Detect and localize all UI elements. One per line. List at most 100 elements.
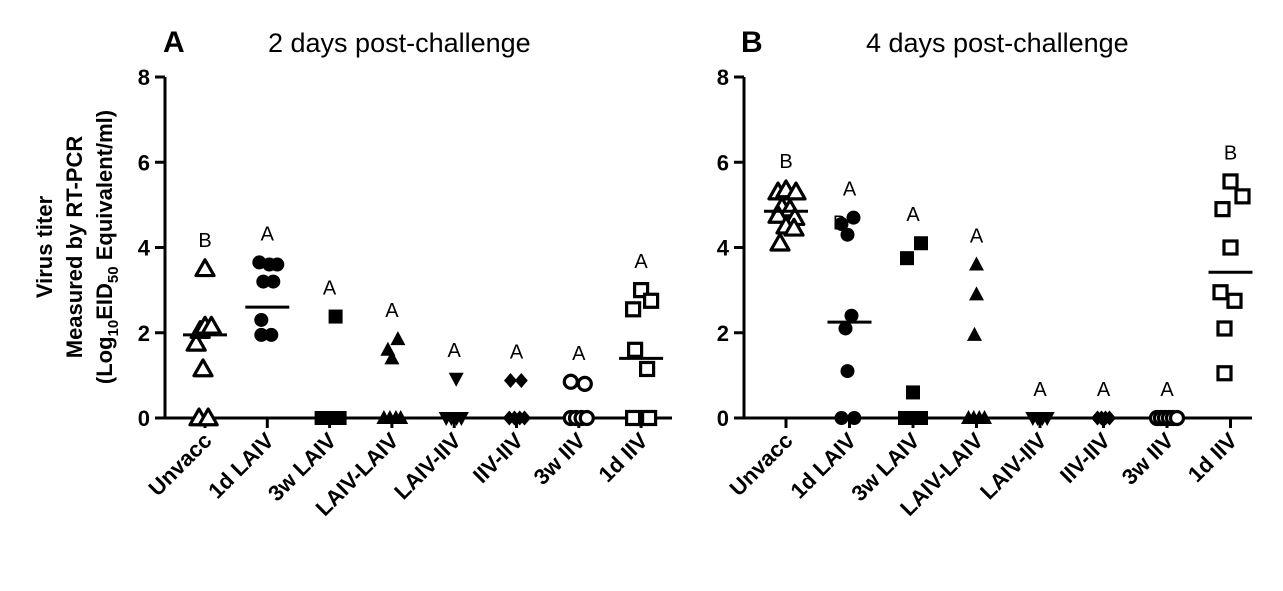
y-tick-label: 2 — [717, 321, 729, 346]
data-point — [624, 301, 642, 318]
data-point — [967, 326, 982, 341]
x-tick-label: IIV-IIV — [468, 428, 528, 488]
y-tick-label: 0 — [717, 406, 729, 431]
y-axis-title-sub10: 10 — [105, 320, 122, 337]
significance-label: A — [1160, 379, 1174, 401]
significance-label: B — [833, 213, 846, 235]
y-tick-label: 2 — [138, 321, 150, 346]
data-point — [844, 308, 859, 323]
data-point — [192, 358, 214, 378]
significance-label: A — [323, 278, 337, 300]
data-point — [783, 217, 805, 237]
significance-label: A — [261, 223, 275, 245]
panel-title: 4 days post-challenge — [866, 28, 1129, 58]
significance-label: B — [1224, 142, 1237, 164]
data-point — [256, 274, 271, 289]
y-axis-title-line3: (Log10EID50 Equivalent/ml) — [92, 110, 122, 384]
data-point — [576, 375, 593, 392]
data-point — [769, 232, 791, 252]
data-point — [197, 407, 219, 427]
x-tick-label: Unvacc — [725, 428, 798, 501]
data-point — [328, 309, 343, 324]
data-point — [448, 372, 464, 387]
data-point — [1168, 409, 1186, 427]
data-point — [1216, 365, 1233, 382]
data-point — [840, 227, 855, 242]
data-point — [1103, 410, 1116, 426]
x-tick-label: LAIV-IIV — [975, 428, 1052, 505]
data-point — [767, 204, 789, 224]
significance-label: A — [634, 251, 648, 273]
significance-label: A — [906, 204, 920, 226]
y-tick-label: 6 — [138, 150, 150, 175]
x-tick-label: IIV-IIV — [1055, 428, 1115, 488]
data-point — [562, 373, 579, 390]
data-point — [847, 411, 862, 425]
significance-label: A — [448, 340, 462, 362]
y-axis-title-line2: Measured by RT-PCR — [62, 136, 87, 359]
y-tick-label: 6 — [717, 150, 729, 175]
data-point — [514, 372, 528, 388]
data-point — [914, 411, 928, 425]
significance-label: A — [1033, 379, 1047, 401]
data-point — [785, 181, 807, 201]
x-tick-label: LAIV-IIV — [389, 428, 466, 505]
data-point — [638, 360, 656, 378]
significance-label: B — [779, 151, 792, 173]
data-point — [332, 411, 347, 425]
y-axis-title-eid: EID — [92, 283, 117, 320]
data-point — [518, 410, 531, 426]
significance-label: A — [970, 226, 984, 248]
y-tick-label: 4 — [717, 236, 730, 261]
data-point — [1214, 201, 1231, 218]
significance-label: A — [1097, 379, 1111, 401]
panel-title: 2 days post-challenge — [268, 28, 531, 58]
data-point — [846, 210, 861, 225]
data-point — [838, 321, 853, 336]
data-point — [624, 409, 642, 427]
data-point — [390, 331, 406, 346]
data-point — [900, 251, 914, 266]
data-point — [626, 341, 644, 358]
y-tick-label: 0 — [138, 406, 150, 431]
data-point — [453, 412, 469, 426]
significance-label: B — [198, 230, 211, 252]
significance-label: A — [510, 341, 524, 363]
data-point — [200, 315, 222, 335]
data-point — [1039, 412, 1055, 426]
y-axis-title-suffix: Equivalent/ml) — [92, 110, 117, 266]
data-point — [1216, 320, 1233, 337]
y-axis-title-prefix: (Log — [92, 336, 117, 384]
panel-letter: A — [163, 26, 185, 59]
significance-label: A — [572, 343, 586, 365]
data-point — [578, 409, 595, 427]
data-point — [834, 217, 849, 232]
data-point — [640, 409, 658, 427]
data-point — [384, 350, 400, 365]
data-point — [266, 274, 281, 289]
x-tick-label: 3w IIV — [529, 428, 591, 490]
x-tick-label: 1d IIV — [1183, 428, 1242, 487]
data-point — [642, 292, 660, 309]
y-tick-label: 8 — [717, 65, 729, 90]
data-point — [254, 312, 269, 327]
data-point — [1222, 173, 1239, 190]
y-axis-title-line1: Virus titer — [32, 195, 57, 298]
data-point — [969, 256, 984, 271]
data-point — [1212, 284, 1229, 301]
data-point — [840, 364, 855, 379]
data-point — [1226, 292, 1243, 309]
panel-letter: B — [741, 26, 763, 59]
y-axis-title: Virus titer Measured by RT-PCR (Log10EID… — [32, 110, 122, 384]
y-tick-label: 8 — [138, 65, 150, 90]
data-point — [194, 258, 216, 278]
significance-label: A — [385, 300, 399, 322]
data-point — [834, 411, 849, 425]
data-point — [264, 327, 279, 342]
data-point — [906, 385, 920, 400]
data-point — [185, 332, 207, 352]
